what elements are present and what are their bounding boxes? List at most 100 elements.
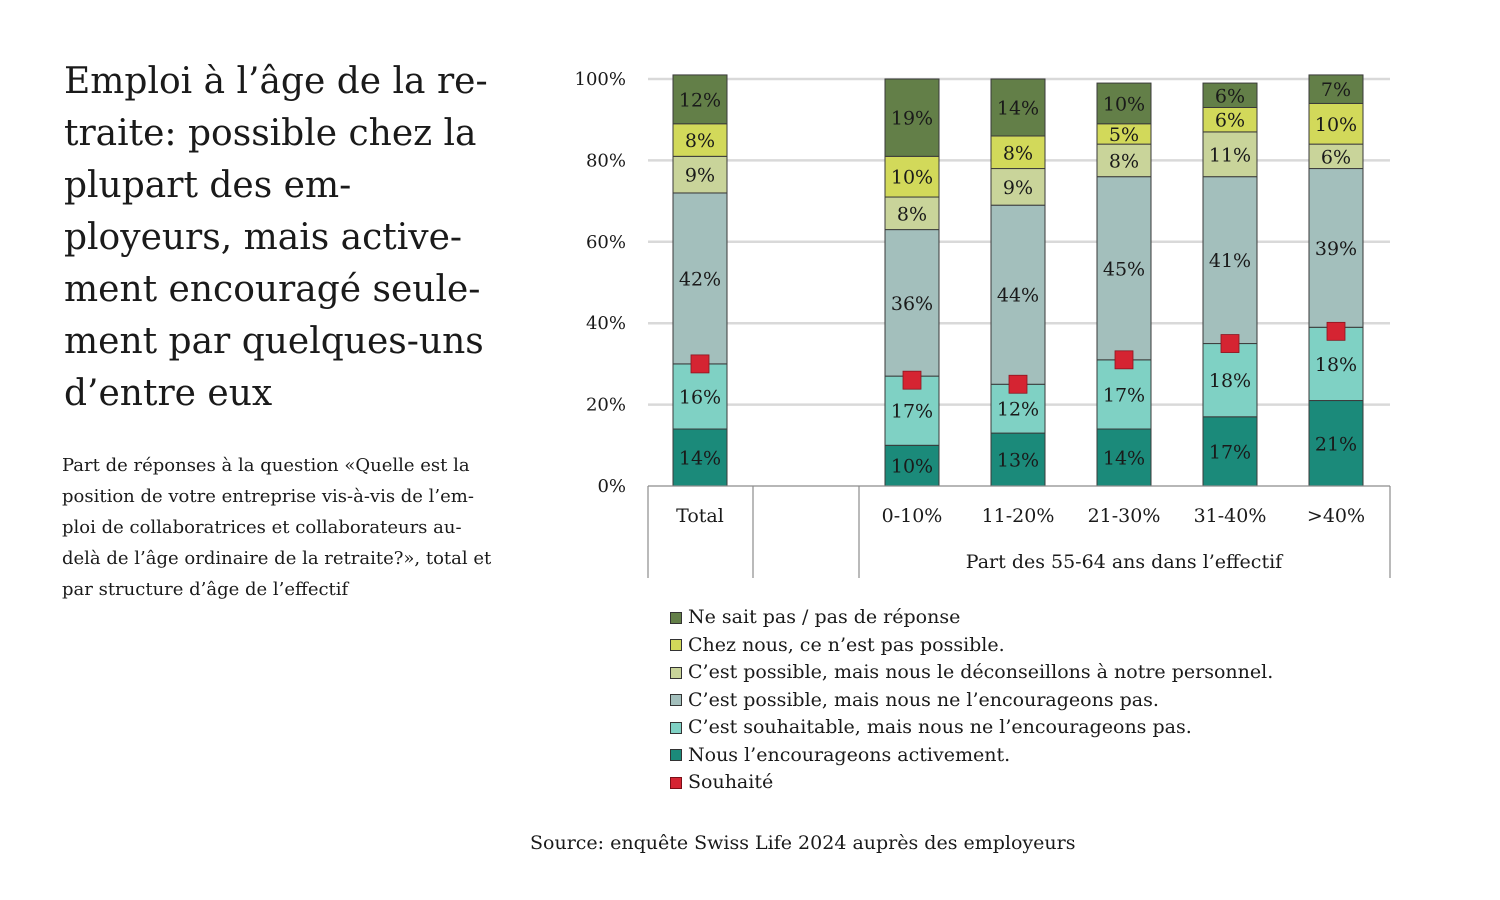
data-label: 14% [1103,448,1145,470]
data-label: 18% [1209,370,1251,392]
data-label: 7% [1321,79,1351,101]
data-label: 5% [1109,124,1139,146]
x-tick-label: >40% [1307,505,1365,527]
bars: 14% 16% 42% 9% 8% 12% 10% 17% 36% 8% 10% 19% 13% 12% 4… [672,74,1364,487]
souhaite-marker [690,354,710,374]
data-label: 18% [1315,354,1357,376]
data-label: 10% [1103,93,1145,115]
data-label: 10% [891,456,933,478]
bar-segment [1096,428,1152,487]
legend-label: Chez nous, ce n’est pas possible. [688,633,1005,656]
legend-label: C’est souhaitable, mais nous ne l’encour… [688,716,1192,738]
bar-segment [1096,176,1152,361]
bar-segment [1308,168,1364,328]
data-label: 42% [679,268,721,290]
y-tick-label: 60% [586,232,626,253]
legend-swatch [670,666,682,679]
y-tick-label: 80% [586,150,626,171]
y-axis-ticks: 0% 20% 40% 60% 80% 100% [575,69,626,497]
legend-label: Ne sait pas / pas de réponse [688,606,961,628]
legend-swatch [670,749,682,762]
data-label: 14% [679,448,721,470]
legend-item: Nous l’encourageons activement. [670,742,1273,770]
data-label: 41% [1209,250,1251,272]
data-label: 17% [1103,384,1145,406]
bar-segment [990,78,1046,137]
souhaite-marker [1114,350,1134,370]
legend-label: C’est possible, mais nous le déconseillo… [688,661,1274,683]
souhaite-marker [1326,321,1346,341]
source-note: Source: enquête Swiss Life 2024 auprès d… [530,832,1076,854]
legend-label: C’est possible, mais nous ne l’encourage… [688,688,1159,711]
data-label: 9% [1003,177,1033,199]
legend-item: C’est souhaitable, mais nous ne l’encour… [670,714,1273,742]
x-tick-label: 0-10% [882,505,943,527]
data-label: 14% [997,97,1039,119]
legend-swatch [670,611,682,624]
y-tick-label: 100% [575,69,626,90]
x-tick-label: 21-30% [1088,505,1161,527]
legend-swatch [670,721,682,734]
souhaite-marker [1008,374,1028,394]
legend-item: Souhaité [670,769,1273,797]
bar-stack: 14% 16% 42% 9% 8% 12% [672,74,728,487]
bar-segment [672,123,728,157]
data-label: 44% [997,285,1039,307]
data-label: 9% [685,165,715,187]
bar-segment [990,204,1046,385]
data-label: 10% [891,167,933,189]
x-tick-label: 11-20% [982,505,1055,527]
bar-stack: 10% 17% 36% 8% 10% 19% [884,78,940,487]
x-group-label: Part des 55-64 ans dans l’effectif [966,551,1284,573]
bar-stack: 21% 18% 39% 6% 10% 7% [1308,74,1364,487]
bar-segment [884,229,940,377]
data-label: 12% [997,399,1039,421]
bar-segment [884,196,940,231]
x-tick-label: Total [676,505,724,527]
bar-segment [672,74,728,125]
legend-label: Nous l’encourageons activement. [688,743,1011,766]
bar-segment [884,155,940,198]
stacked-bar-chart: 0% 20% 40% 60% 80% 100% 14% 16% 42% 9% 8% 12% 10% 17… [575,69,1391,578]
chart-title: Emploi à l’âge de la re- traite: possibl… [64,61,488,414]
bar-segment [990,168,1046,206]
bar-segment [1096,82,1152,125]
bar-stack: 14% 17% 45% 8% 5% 10% [1096,82,1152,487]
chart-subtitle: Part de réponses à la question «Quelle e… [62,455,492,600]
bar-segment [1308,102,1364,145]
bar-segment [990,135,1046,170]
bar-segment [1202,416,1258,487]
data-label: 8% [897,203,927,225]
souhaite-marker [902,370,922,390]
y-tick-label: 40% [586,313,626,334]
data-label: 17% [1209,441,1251,463]
souhaite-marker [1220,334,1240,353]
data-label: 39% [1315,238,1357,260]
bar-stack: 13% 12% 44% 9% 8% 14% [990,78,1046,487]
data-label: 13% [997,450,1039,472]
data-label: 10% [1315,114,1357,136]
data-label: 45% [1103,258,1145,280]
data-label: 8% [1003,142,1033,164]
bar-segment [1202,343,1258,418]
y-tick-label: 20% [586,395,626,416]
bar-segment [672,155,728,194]
legend-swatch [670,639,682,652]
data-label: 8% [685,130,715,152]
bar-segment [1202,106,1258,133]
y-tick-label: 0% [597,476,626,497]
data-label: 6% [1215,110,1245,132]
legend-item: Chez nous, ce n’est pas possible. [670,632,1273,660]
x-tick-label: 31-40% [1194,505,1267,527]
legend-item: C’est possible, mais nous le déconseillo… [670,659,1273,687]
data-label: 11% [1209,144,1251,166]
data-label: 16% [679,386,721,408]
data-label: 8% [1109,150,1139,172]
souhaite-markers [690,321,1346,394]
data-label: 17% [891,401,933,423]
legend-swatch [670,694,682,707]
bar-segment [884,78,940,157]
data-label: 21% [1315,433,1357,455]
legend-label: Souhaité [688,771,774,793]
data-label: 6% [1215,85,1245,107]
